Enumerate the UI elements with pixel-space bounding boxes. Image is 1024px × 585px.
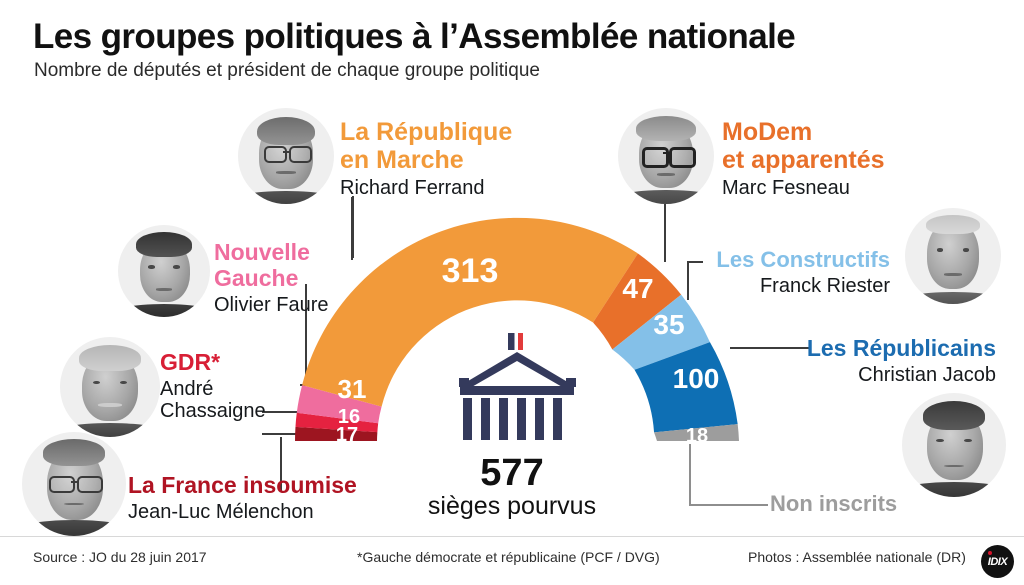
segment-lr <box>634 342 738 433</box>
value-lrem: 313 <box>442 252 499 290</box>
segment-modem <box>593 253 682 350</box>
leader-name-modem: Marc Fesneau <box>722 177 850 199</box>
segment-values: 313 47 35 100 18 31 16 17 <box>336 252 719 447</box>
party-name-constructifs: Les Constructifs <box>716 247 890 272</box>
footer-photo-credit: Photos : Assemblée nationale (DR) <box>748 549 966 565</box>
leader-name-lr: Christian Jacob <box>858 363 996 386</box>
segment-lrem <box>302 217 638 407</box>
page-subtitle: Nombre de députés et président de chaque… <box>34 60 540 81</box>
idix-logo-dot <box>988 551 992 555</box>
leader-name-gdr-line1: André <box>160 377 214 400</box>
party-name-lrem-line1: La République <box>340 118 513 146</box>
value-gdr: 16 <box>338 406 360 428</box>
connector-noninscrits <box>689 444 768 506</box>
leader-name-lrem: Richard Ferrand <box>340 177 485 199</box>
party-name-non-inscrits: Non inscrits <box>770 491 898 516</box>
footer-note: *Gauche démocrate et républicaine (PCF /… <box>357 549 660 565</box>
party-name-modem-line1: MoDem <box>722 118 813 146</box>
segment-lfi <box>295 426 378 441</box>
segment-non-inscrits <box>654 424 739 441</box>
total-seats: 577 <box>480 452 544 494</box>
connector-lines <box>262 196 810 506</box>
leader-name-ng: Olivier Faure <box>214 293 329 316</box>
connector-constructifs <box>687 261 703 300</box>
footer-divider <box>0 536 1024 537</box>
callout-modem: MoDem et apparentés Marc Fesneau <box>722 118 885 199</box>
callout-lfi: La France insoumise Jean-Luc Mélenchon <box>128 472 357 523</box>
photo-jean-luc-melenchon <box>22 432 126 536</box>
idix-logo-text: IDIX <box>987 555 1008 568</box>
value-modem: 47 <box>622 273 653 304</box>
idix-logo: IDIX <box>981 545 1014 578</box>
page-title: Les groupes politiques à l’Assemblée nat… <box>33 17 796 56</box>
segment-constructifs <box>612 294 710 370</box>
value-lr: 100 <box>673 363 720 394</box>
party-name-ng-line2: Gauche <box>214 264 299 291</box>
callout-gdr: GDR* André Chassaigne <box>160 349 266 423</box>
callout-constructifs: Les Constructifs Franck Riester <box>600 247 890 297</box>
value-non-inscrits: 18 <box>686 425 708 447</box>
leader-name-constructifs: Franck Riester <box>759 274 890 297</box>
callout-non-inscrits: Non inscrits <box>770 491 898 517</box>
callout-lr: Les Républicains Christian Jacob <box>700 335 996 386</box>
total-seats-caption: sièges pourvus <box>427 492 597 520</box>
arc-segments <box>295 217 739 441</box>
party-name-modem-line2: et apparentés <box>722 146 885 174</box>
segment-gdr <box>295 412 379 433</box>
value-nouvelle-gauche: 31 <box>338 374 367 404</box>
value-lfi: 17 <box>336 424 358 446</box>
photo-andre-chassaigne <box>60 337 160 437</box>
party-name-ng-line1: Nouvelle <box>214 239 310 265</box>
party-name-lrem-line2: en Marche <box>340 146 464 174</box>
callout-lrem: La République en Marche Richard Ferrand <box>340 118 512 199</box>
segment-nouvelle-gauche <box>296 385 382 424</box>
photo-marc-fesneau <box>618 108 714 204</box>
photo-olivier-faure <box>118 225 210 317</box>
leader-name-gdr-line2: Chassaigne <box>160 400 266 423</box>
callout-nouvelle-gauche: Nouvelle Gauche Olivier Faure <box>214 239 329 316</box>
photo-richard-ferrand <box>238 108 334 204</box>
party-name-lfi: La France insoumise <box>128 472 357 498</box>
footer-source: Source : JO du 28 juin 2017 <box>33 549 207 565</box>
party-name-gdr: GDR* <box>160 349 221 375</box>
photo-franck-riester <box>905 208 1001 304</box>
value-constructifs: 35 <box>653 309 684 340</box>
photo-christian-jacob <box>902 393 1006 497</box>
leader-name-lfi: Jean-Luc Mélenchon <box>128 500 314 523</box>
assemblee-nationale-icon <box>459 333 576 440</box>
party-name-lr: Les Républicains <box>806 335 996 361</box>
